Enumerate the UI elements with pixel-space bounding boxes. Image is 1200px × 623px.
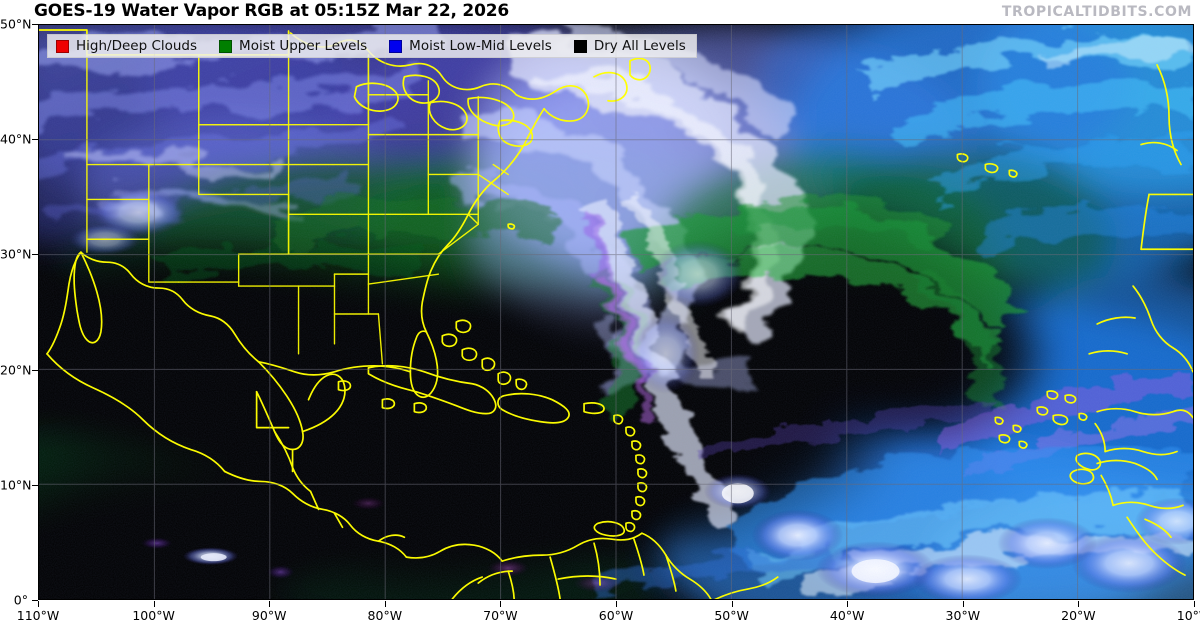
- latitude-tick-label: 20°N: [0, 362, 32, 378]
- latitude-tick-label: 40°N: [0, 131, 32, 147]
- site-watermark: TROPICALTIDBITS.COM: [1001, 4, 1192, 20]
- legend-entry-moist-low-mid-levels: Moist Low-Mid Levels: [389, 38, 552, 54]
- latitude-tick-label: 0°: [13, 592, 28, 608]
- longitude-tick-label: 40°W: [829, 608, 865, 623]
- longitude-tick-mark: [154, 601, 155, 607]
- black-square-swatch: [573, 39, 587, 53]
- longitude-tick-mark: [963, 601, 964, 607]
- latitude-tick-label: 50°N: [0, 16, 32, 32]
- title-bar: GOES-19 Water Vapor RGB at 05:15Z Mar 22…: [0, 0, 1200, 24]
- page-title: GOES-19 Water Vapor RGB at 05:15Z Mar 22…: [34, 1, 509, 21]
- longitude-tick-mark: [616, 601, 617, 607]
- legend-panel: High/Deep Clouds Moist Upper Levels Mois…: [47, 34, 697, 58]
- longitude-tick-label: 30°W: [945, 608, 981, 623]
- longitude-tick-label: 50°W: [714, 608, 749, 623]
- latitude-tick-label: 30°N: [0, 246, 32, 262]
- longitude-tick-mark: [1078, 601, 1079, 607]
- longitude-tick-mark: [500, 601, 501, 607]
- latitude-tick-mark: [32, 254, 38, 255]
- gridlines: [39, 25, 1193, 599]
- legend-label: Moist Low-Mid Levels: [409, 38, 552, 54]
- longitude-tick-mark: [847, 601, 848, 607]
- blue-square-swatch: [389, 39, 403, 53]
- latitude-tick-mark: [32, 600, 38, 601]
- legend-entry-high-deep-clouds: High/Deep Clouds: [56, 38, 197, 54]
- latitude-tick-label: 10°N: [0, 477, 32, 493]
- longitude-tick-mark: [732, 601, 733, 607]
- red-square-swatch: [56, 39, 69, 53]
- legend-label: Moist Upper Levels: [239, 38, 368, 54]
- legend-entry-moist-upper-levels: Moist Upper Levels: [219, 38, 367, 54]
- longitude-tick-label: 90°W: [251, 608, 287, 623]
- green-square-swatch: [219, 39, 233, 53]
- legend-entry-dry-all-levels: Dry All Levels: [573, 38, 686, 54]
- longitude-tick-label: 110°W: [16, 608, 60, 623]
- longitude-tick-mark: [38, 601, 39, 607]
- latitude-tick-mark: [32, 139, 38, 140]
- longitude-tick-mark: [385, 601, 386, 607]
- longitude-tick-label: 20°W: [1061, 608, 1096, 623]
- latitude-tick-mark: [32, 24, 38, 25]
- longitude-tick-label: 100°W: [132, 608, 175, 623]
- satellite-water-vapor-image: [39, 25, 1193, 599]
- longitude-tick-mark: [1194, 601, 1195, 607]
- latitude-tick-mark: [32, 485, 38, 486]
- latitude-tick-mark: [32, 370, 38, 371]
- longitude-tick-label: 10°W: [1176, 608, 1200, 623]
- legend-label: High/Deep Clouds: [76, 38, 198, 54]
- longitude-tick-label: 60°W: [598, 608, 634, 623]
- map-canvas[interactable]: [38, 24, 1194, 600]
- longitude-tick-label: 80°W: [367, 608, 403, 623]
- longitude-tick-mark: [269, 601, 270, 607]
- legend-label: Dry All Levels: [593, 38, 686, 54]
- longitude-tick-label: 70°W: [483, 608, 518, 623]
